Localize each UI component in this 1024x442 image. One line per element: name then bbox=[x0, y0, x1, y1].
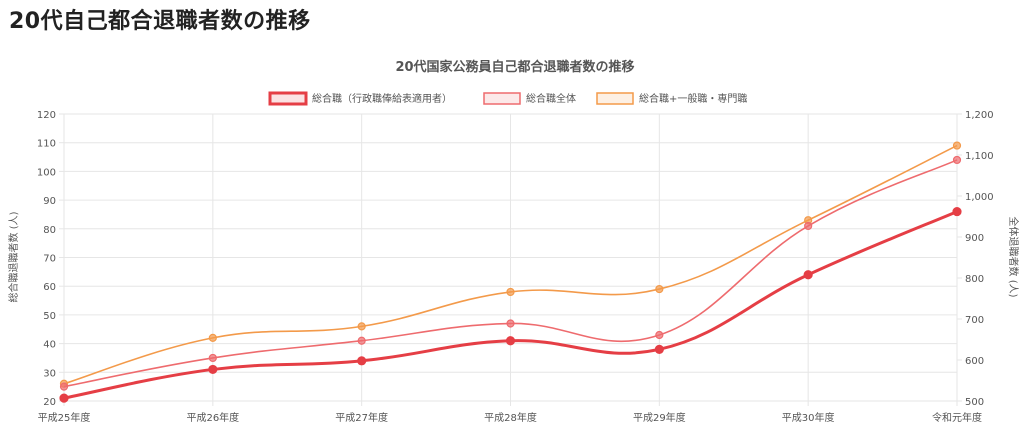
data-point[interactable] bbox=[357, 356, 367, 366]
data-point[interactable] bbox=[655, 330, 664, 340]
data-point[interactable] bbox=[804, 221, 813, 231]
data-point[interactable] bbox=[208, 353, 217, 363]
data-point[interactable] bbox=[505, 336, 516, 346]
left-tick-label: 100 bbox=[37, 167, 56, 178]
legend-label-sogo-ippan: 総合職+一般職・専門職 bbox=[639, 92, 747, 105]
legend-item-sogo-zentai[interactable]: 総合職全体 bbox=[483, 92, 576, 105]
data-point[interactable] bbox=[208, 333, 217, 342]
right-tick-label: 500 bbox=[965, 397, 984, 408]
chart-legend: 総合職（行政職俸給表適用者） 総合職全体 総合職+一般職・専門職 bbox=[268, 91, 747, 106]
left-tick-label: 90 bbox=[43, 196, 56, 207]
legend-item-sogo-ippan[interactable]: 総合職+一般職・専門職 bbox=[596, 92, 747, 105]
left-tick-label: 40 bbox=[43, 340, 56, 351]
left-tick-label: 20 bbox=[43, 397, 56, 408]
data-point[interactable] bbox=[357, 322, 366, 331]
right-tick-label: 1,000 bbox=[965, 192, 994, 203]
legend-swatch-sogo-zentai bbox=[483, 92, 521, 105]
legend-swatch-gyosei bbox=[268, 91, 308, 106]
x-tick-label: 平成27年度 bbox=[335, 411, 388, 424]
data-point[interactable] bbox=[59, 393, 69, 403]
right-tick-label: 900 bbox=[965, 233, 984, 244]
right-tick-label: 800 bbox=[965, 274, 984, 285]
chart-title: 20代国家公務員自己都合退職者数の推移 bbox=[395, 59, 634, 75]
data-point[interactable] bbox=[506, 287, 515, 297]
left-axis-title: 総合職退職者数 (人) bbox=[7, 211, 20, 302]
legend-item-gyosei[interactable]: 総合職（行政職俸給表適用者） bbox=[268, 91, 452, 106]
left-tick-label: 70 bbox=[43, 254, 56, 265]
series-1 bbox=[59, 155, 962, 391]
data-point[interactable] bbox=[357, 336, 366, 345]
x-tick-label: 平成30年度 bbox=[782, 411, 835, 424]
page-heading: 20代自己都合退職者数の推移 bbox=[9, 9, 311, 34]
x-tick-label: 平成26年度 bbox=[186, 411, 239, 424]
data-point[interactable] bbox=[208, 364, 218, 375]
grid-lines bbox=[59, 113, 962, 406]
data-point[interactable] bbox=[952, 141, 962, 150]
data-point[interactable] bbox=[506, 319, 515, 328]
left-tick-label: 30 bbox=[43, 368, 56, 379]
right-tick-label: 1,100 bbox=[965, 151, 994, 162]
data-point[interactable] bbox=[803, 270, 813, 280]
data-point[interactable] bbox=[59, 382, 69, 391]
x-tick-label: 平成25年度 bbox=[38, 411, 91, 424]
right-tick-label: 1,200 bbox=[965, 110, 994, 121]
data-point[interactable] bbox=[654, 344, 664, 354]
left-axis-ticks: 20 30 40 50 60 70 80 90 100 110 120 bbox=[37, 110, 56, 408]
x-tick-label: 平成29年度 bbox=[633, 411, 686, 424]
x-axis-ticks: 平成25年度 平成26年度 平成27年度 平成28年度 平成29年度 平成30年度 令和元年… bbox=[38, 411, 982, 424]
right-tick-label: 600 bbox=[965, 356, 984, 367]
data-point[interactable] bbox=[952, 155, 962, 165]
series-0 bbox=[59, 206, 962, 403]
right-tick-label: 700 bbox=[965, 315, 984, 326]
left-tick-label: 50 bbox=[43, 311, 56, 322]
series-lines bbox=[59, 141, 962, 403]
right-axis-ticks: 500 600 700 800 900 1,000 1,100 1,200 bbox=[965, 110, 994, 408]
left-tick-label: 110 bbox=[37, 139, 56, 150]
data-point[interactable] bbox=[952, 206, 962, 217]
data-point[interactable] bbox=[655, 284, 664, 294]
legend-swatch-sogo-ippan bbox=[596, 92, 634, 105]
left-tick-label: 80 bbox=[43, 225, 56, 236]
left-tick-label: 60 bbox=[43, 282, 56, 293]
x-tick-label: 令和元年度 bbox=[932, 411, 982, 424]
legend-label-sogo-zentai: 総合職全体 bbox=[526, 92, 576, 105]
legend-label-gyosei: 総合職（行政職俸給表適用者） bbox=[312, 92, 452, 105]
left-tick-label: 120 bbox=[37, 110, 56, 121]
right-axis-title: 全体退職者数 (人) bbox=[1007, 217, 1020, 298]
x-tick-label: 平成28年度 bbox=[484, 411, 537, 424]
